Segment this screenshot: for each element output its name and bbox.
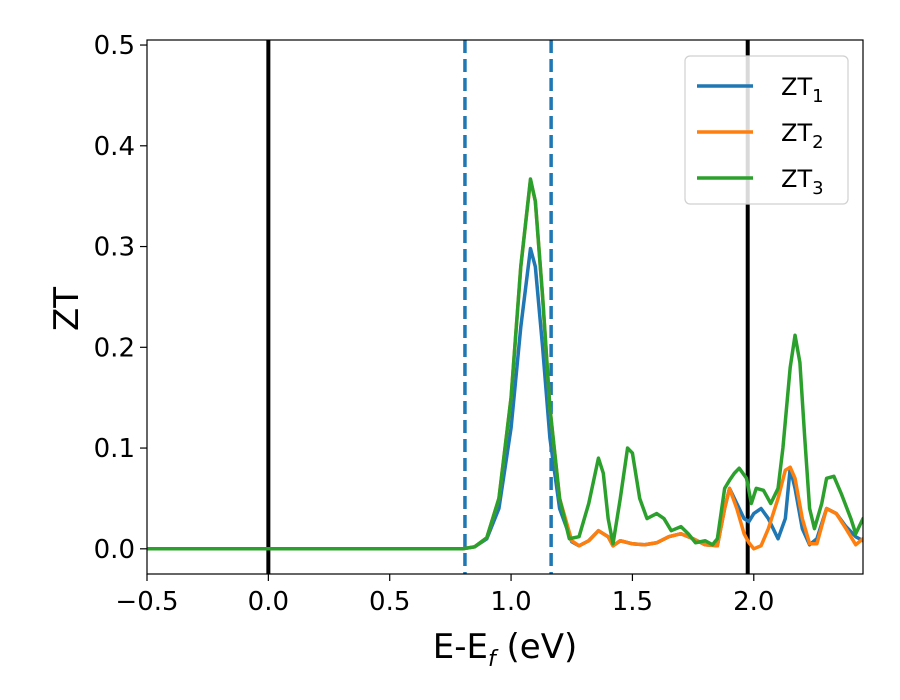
y-tick-label: 0.4 [94, 132, 135, 162]
y-tick-label: 0.0 [94, 535, 135, 565]
series-lines [147, 177, 863, 551]
y-tick-label: 0.3 [94, 233, 135, 263]
x-axis-ticks: −0.5 0.0 0.5 1.0 1.5 2.0 [115, 574, 774, 617]
x-tick-label: −0.5 [115, 587, 178, 617]
x-axis-label-subscript: f [488, 647, 499, 672]
x-axis-label: E-Ef (eV) [433, 627, 578, 672]
vertical-markers [266, 40, 750, 574]
y-tick-label: 0.1 [94, 434, 135, 464]
y-tick-label: 0.5 [94, 31, 135, 61]
x-tick-label: 0.0 [248, 587, 289, 617]
x-tick-label: 1.5 [612, 587, 653, 617]
y-tick-label: 0.2 [94, 333, 135, 363]
x-axis-label-unit: (eV) [496, 627, 578, 667]
legend-label-zt2: ZT2 [781, 119, 824, 153]
plot-frame [146, 39, 864, 575]
x-axis-label-main: E-E [433, 627, 488, 667]
legend: ZT1 ZT2 ZT3 [684, 55, 849, 205]
series-line-zt3 [147, 177, 863, 551]
legend-label-zt3: ZT3 [781, 165, 824, 199]
legend-label-zt1: ZT1 [781, 73, 824, 107]
series-line-zt1 [147, 246, 863, 551]
legend-box [684, 55, 849, 205]
x-tick-label: 1.0 [490, 587, 531, 617]
y-axis-ticks: 0.0 0.1 0.2 0.3 0.4 0.5 [94, 31, 147, 565]
x-tick-label: 2.0 [733, 587, 774, 617]
x-tick-label: 0.5 [369, 587, 410, 617]
y-axis-label: ZT [47, 287, 87, 331]
